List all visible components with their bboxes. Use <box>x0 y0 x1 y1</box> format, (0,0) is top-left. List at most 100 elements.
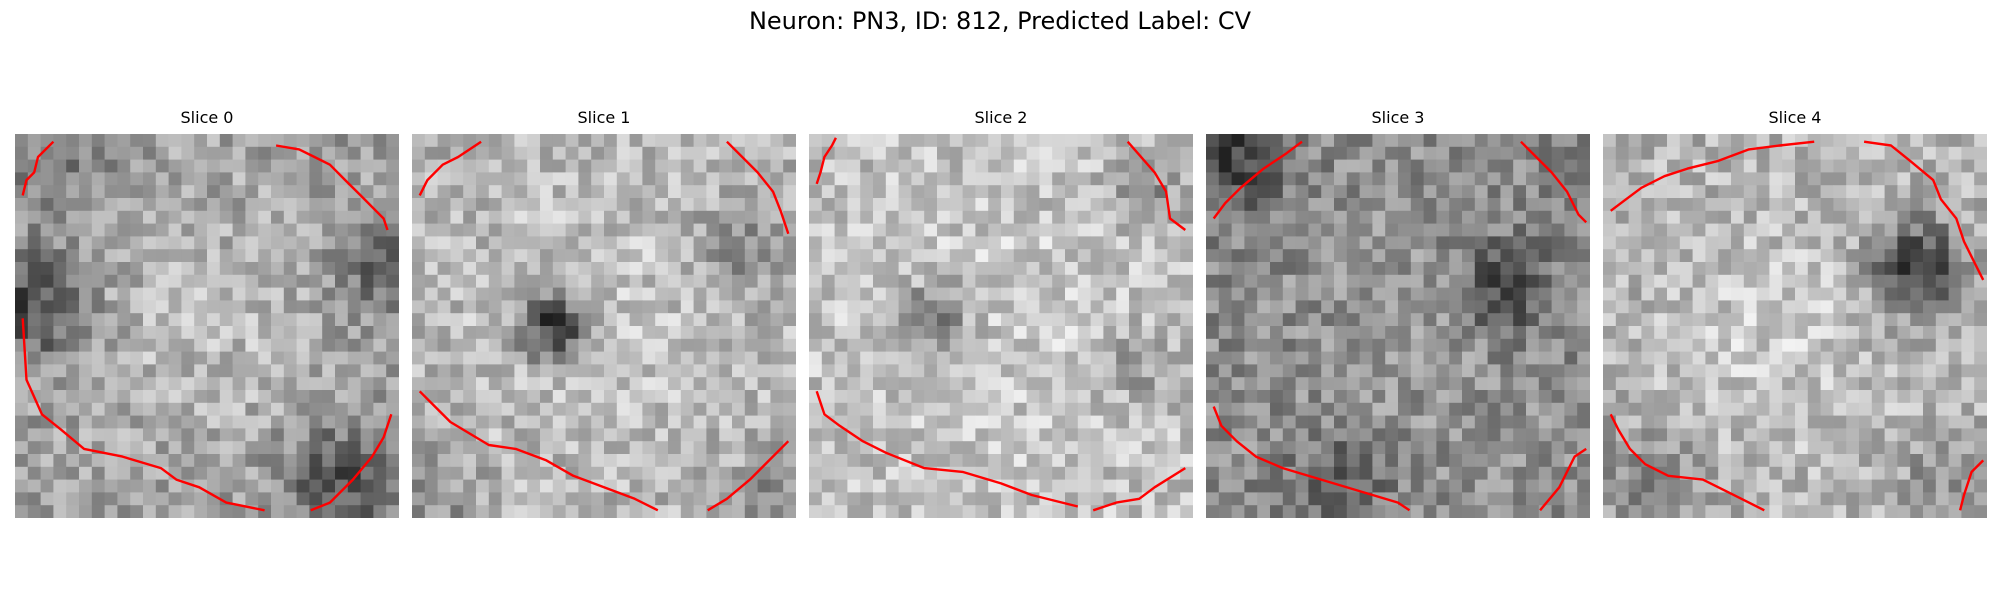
pixel <box>27 172 41 186</box>
pixel <box>1423 415 1437 429</box>
pixel <box>527 479 541 493</box>
pixel <box>1436 249 1450 263</box>
pixel <box>181 326 195 340</box>
pixel <box>1782 185 1796 199</box>
pixel <box>386 146 399 160</box>
pixel <box>1846 249 1860 263</box>
pixel <box>1026 262 1040 276</box>
pixel <box>783 492 796 506</box>
pixel <box>1910 454 1924 468</box>
pixel <box>898 479 912 493</box>
pixel <box>527 262 541 276</box>
pixel <box>322 492 336 506</box>
pixel <box>501 236 515 250</box>
pixel <box>924 300 938 314</box>
pixel <box>258 274 272 288</box>
pixel <box>680 351 694 365</box>
pixel <box>1654 415 1668 429</box>
pixel <box>1372 198 1386 212</box>
pixel <box>143 505 157 518</box>
pixel <box>642 377 656 391</box>
pixel <box>1218 313 1232 327</box>
pixel <box>847 402 861 416</box>
pixel <box>27 505 41 518</box>
pixel <box>488 505 502 518</box>
pixel <box>1013 377 1027 391</box>
pixel <box>540 338 554 352</box>
pixel <box>40 364 54 378</box>
pixel <box>194 338 208 352</box>
pixel <box>770 377 784 391</box>
pixel <box>1065 338 1079 352</box>
pixel <box>373 249 387 263</box>
pixel <box>1308 262 1322 276</box>
pixel <box>1551 210 1565 224</box>
pixel <box>1410 210 1424 224</box>
pixel <box>53 402 67 416</box>
pixel <box>360 159 374 173</box>
pixel <box>1334 223 1348 237</box>
pixel <box>924 210 938 224</box>
pixel <box>1385 415 1399 429</box>
pixel <box>540 274 554 288</box>
pixel <box>360 479 374 493</box>
pixel <box>1795 134 1809 148</box>
pixel <box>770 236 784 250</box>
pixel <box>437 172 451 186</box>
pixel <box>66 300 80 314</box>
pixel <box>1436 146 1450 160</box>
pixel <box>40 274 54 288</box>
pixel <box>1065 441 1079 455</box>
pixel <box>15 159 29 173</box>
pixel <box>732 505 746 518</box>
pixel <box>424 287 438 301</box>
pixel <box>1679 146 1693 160</box>
pixel <box>937 274 951 288</box>
pixel <box>1244 185 1258 199</box>
pixel <box>412 338 426 352</box>
pixel <box>655 326 669 340</box>
pixel <box>1013 262 1027 276</box>
pixel <box>604 159 618 173</box>
pixel <box>1359 236 1373 250</box>
pixel <box>1667 313 1681 327</box>
pixel <box>1871 185 1885 199</box>
pixel <box>911 210 925 224</box>
pixel <box>232 313 246 327</box>
pixel <box>79 326 93 340</box>
pixel <box>1487 249 1501 263</box>
pixel <box>1321 262 1335 276</box>
pixel <box>476 159 490 173</box>
pixel <box>1282 249 1296 263</box>
pixel <box>1551 185 1565 199</box>
pixel <box>271 198 285 212</box>
pixel <box>1013 415 1027 429</box>
pixel <box>1667 415 1681 429</box>
pixel <box>104 466 118 480</box>
pixel <box>924 249 938 263</box>
pixel <box>104 134 118 148</box>
pixel <box>1372 210 1386 224</box>
pixel <box>1935 377 1949 391</box>
pixel <box>1295 505 1309 518</box>
pixel <box>373 364 387 378</box>
pixel <box>693 249 707 263</box>
pixel <box>1474 146 1488 160</box>
pixel <box>591 313 605 327</box>
pixel <box>207 262 221 276</box>
pixel <box>1321 390 1335 404</box>
pixel <box>719 505 733 518</box>
pixel <box>488 364 502 378</box>
pixel <box>1859 249 1873 263</box>
pixel <box>130 198 144 212</box>
pixel <box>424 505 438 518</box>
pixel <box>655 134 669 148</box>
pixel <box>1859 479 1873 493</box>
pixel <box>655 274 669 288</box>
pixel <box>885 313 899 327</box>
pixel <box>1270 402 1284 416</box>
pixel <box>885 441 899 455</box>
pixel <box>40 159 54 173</box>
pixel <box>860 249 874 263</box>
pixel <box>1526 185 1540 199</box>
